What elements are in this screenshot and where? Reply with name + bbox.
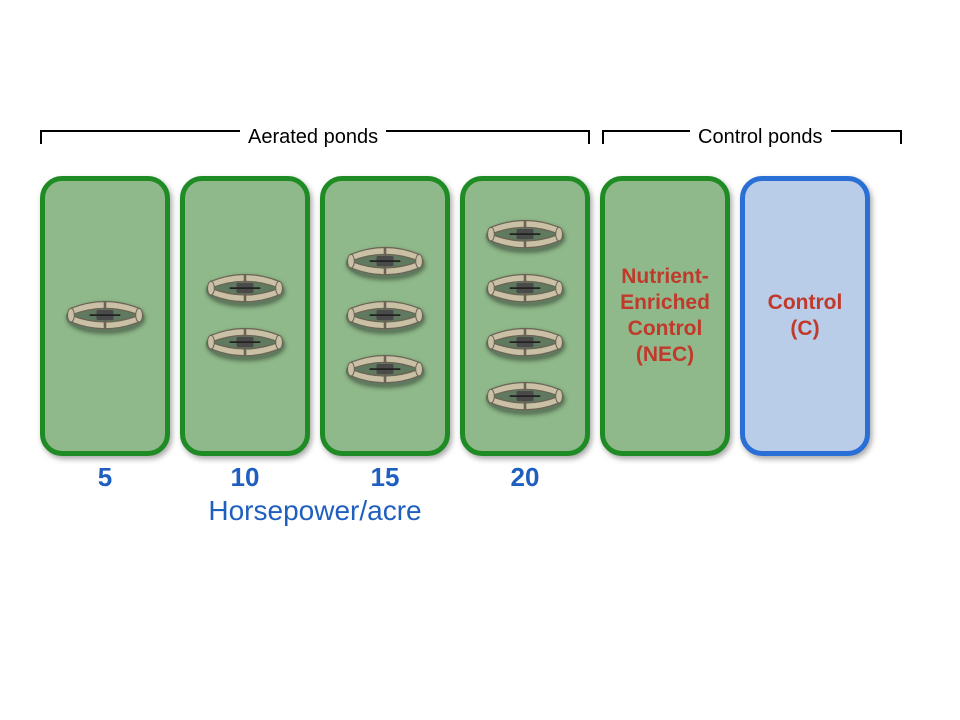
aerated-pond-15	[320, 176, 450, 456]
aerated-pond-5	[40, 176, 170, 456]
group-brackets: Aerated ponds Control ponds	[40, 130, 920, 170]
nec-pond: Nutrient-EnrichedControl(NEC)	[600, 176, 730, 456]
hp-value: 15	[320, 462, 450, 493]
aerator-icon	[341, 293, 429, 339]
aerator-icon	[341, 239, 429, 285]
aerator-icon	[481, 266, 569, 312]
aerated-pond-20	[460, 176, 590, 456]
hp-values-row: 5 10 15 20	[40, 462, 920, 493]
aerated-pond-10	[180, 176, 310, 456]
aerator-icon	[341, 347, 429, 393]
nec-label: Nutrient-EnrichedControl(NEC)	[620, 264, 710, 369]
ponds-row: Nutrient-EnrichedControl(NEC) Control(C)	[40, 176, 920, 456]
hp-value: 10	[180, 462, 310, 493]
aerator-icon	[201, 266, 289, 312]
aerator-icon	[481, 320, 569, 366]
aerator-icon	[61, 293, 149, 339]
control-pond: Control(C)	[740, 176, 870, 456]
control-label: Control(C)	[768, 290, 843, 343]
aerator-icon	[481, 212, 569, 258]
hp-value: 5	[40, 462, 170, 493]
hp-value: 20	[460, 462, 590, 493]
axis-label: Horsepower/acre	[40, 495, 590, 527]
aerated-group-label: Aerated ponds	[240, 126, 386, 149]
aerator-icon	[201, 320, 289, 366]
control-group-label: Control ponds	[690, 126, 831, 149]
aerator-icon	[481, 374, 569, 420]
